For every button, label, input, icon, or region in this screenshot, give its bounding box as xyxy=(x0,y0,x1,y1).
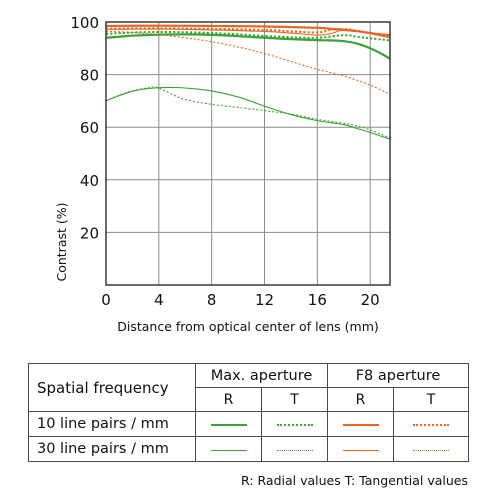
series-line-1 xyxy=(105,30,391,42)
spatial-frequency-header: Spatial frequency xyxy=(28,363,196,412)
legend-f8-10-r xyxy=(327,411,395,437)
row-30-lp-label: 30 line pairs / mm xyxy=(28,436,196,462)
swatch-max-30-t xyxy=(276,449,313,451)
max-aperture-header: Max. aperture xyxy=(194,363,329,388)
swatch-max-30-r xyxy=(210,449,247,451)
legend-max-30-t xyxy=(260,436,329,462)
legend-f8-30-r xyxy=(327,436,395,462)
swatch-f8-30-r xyxy=(342,449,379,451)
x-axis-title: Distance from optical center of lens (mm… xyxy=(117,319,379,334)
f8-aperture-tangential-header: T xyxy=(393,387,470,412)
y-tick-label: 40 xyxy=(80,172,99,190)
y-tick-label: 100 xyxy=(70,14,99,32)
x-tick-label: 4 xyxy=(154,291,164,309)
series-line-4 xyxy=(105,86,391,140)
swatch-f8-10-r xyxy=(342,424,379,426)
x-tick-label: 0 xyxy=(101,291,111,309)
footnote: R: Radial values T: Tangential values xyxy=(241,473,468,488)
legend-table: Spatial frequency Max. aperture F8 apert… xyxy=(28,363,470,462)
tick-layer: 0 4 8 12 16 20 20 40 60 80 100 xyxy=(70,14,379,309)
legend-max-10-t xyxy=(260,411,329,437)
x-tick-label: 16 xyxy=(308,291,327,309)
swatch-f8-30-t xyxy=(413,449,450,451)
x-tick-label: 8 xyxy=(207,291,217,309)
y-axis-title: Contrast (%) xyxy=(54,202,69,281)
legend-f8-30-t xyxy=(393,436,470,462)
row-10-lp-label: 10 line pairs / mm xyxy=(28,411,196,437)
grid-layer xyxy=(106,22,390,285)
swatch-f8-10-t xyxy=(413,424,450,426)
series-line-7 xyxy=(105,30,391,95)
y-tick-label: 20 xyxy=(80,224,99,242)
y-tick-label: 60 xyxy=(80,119,99,137)
legend-max-30-r xyxy=(195,436,262,462)
swatch-max-10-r xyxy=(210,424,247,426)
series-line-5 xyxy=(105,86,391,139)
plot-frame xyxy=(105,21,391,286)
series-layer xyxy=(105,24,391,140)
legend-f8-10-t xyxy=(393,411,470,437)
x-tick-label: 20 xyxy=(361,291,380,309)
swatch-max-10-t xyxy=(276,424,313,426)
series-line-6 xyxy=(105,28,391,39)
series-line-0 xyxy=(105,33,391,60)
mtf-chart: 0 4 8 12 16 20 20 40 60 80 100 Contrast (%) Distan… xyxy=(54,14,391,334)
f8-aperture-radial-header: R xyxy=(327,387,395,412)
max-aperture-tangential-header: T xyxy=(260,387,329,412)
x-tick-label: 12 xyxy=(255,291,274,309)
max-aperture-radial-header: R xyxy=(195,387,262,412)
y-tick-label: 80 xyxy=(80,67,99,85)
f8-aperture-header: F8 aperture xyxy=(327,363,470,388)
legend-max-10-r xyxy=(195,411,262,437)
